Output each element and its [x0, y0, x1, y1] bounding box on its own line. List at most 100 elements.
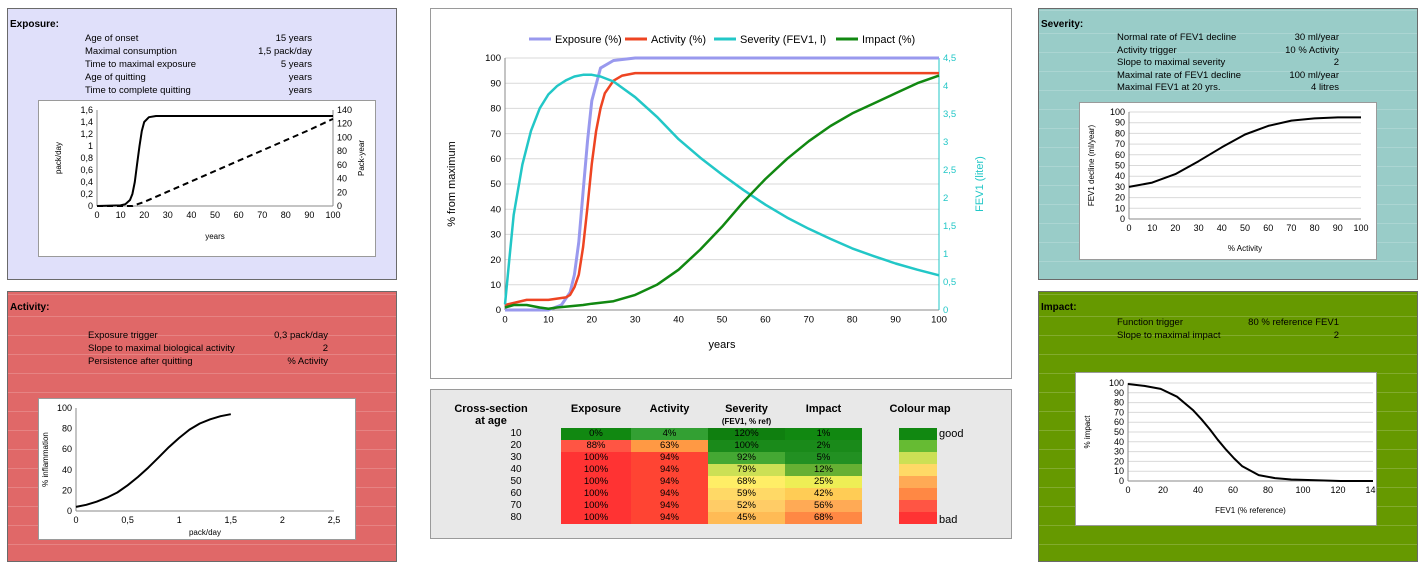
y-tick-label: 0,8	[80, 153, 93, 163]
y2-tick-label: 100	[337, 132, 352, 142]
param-label: Function trigger	[1117, 317, 1184, 328]
param-label: Age of onset	[85, 33, 139, 44]
legend-item: Activity (%)	[625, 34, 706, 46]
x-tick-label: 60	[1228, 485, 1238, 495]
x-tick-label: 30	[163, 210, 173, 220]
table-cell-exposure: 100%	[561, 512, 631, 524]
table-cell-activity: 4%	[631, 428, 708, 440]
x-tick-label: 2	[280, 515, 285, 525]
y-tick-label: 70	[490, 129, 501, 140]
table-cell-activity: 94%	[631, 500, 708, 512]
y-tick-label: 60	[1115, 150, 1125, 160]
activity-chart: 0 0,5 1 1,5 2 2,5 0 20 40 60 80 100 pack/day % inflam…	[38, 398, 356, 540]
main-chart-panel: 0 10 20 30 40 50 60 70 80 90 100 0 10 20 30 40 50 60 70 80 9…	[430, 8, 1012, 379]
y-tick-label: 0	[88, 201, 93, 211]
legend-item: Severity (FEV1, l)	[714, 34, 826, 46]
series-line-0	[1127, 383, 1373, 482]
severity-chart: 0 10 20 30 40 50 60 70 80 90 100 0 10 20 30 40 50 60 70 80 9…	[1079, 102, 1377, 260]
table-cell-exposure: 0%	[561, 428, 631, 440]
y-tick-label: 80	[490, 104, 501, 115]
table-row-age: 40	[510, 464, 522, 475]
table-title-line1: Cross-section	[454, 403, 528, 415]
x-tick-label: 120	[1330, 485, 1345, 495]
y-tick-label: 30	[1115, 182, 1125, 192]
x-tick-label: 70	[257, 210, 267, 220]
y2-tick-label: 1	[943, 249, 948, 260]
y2-tick-label: 0	[337, 201, 342, 211]
x-tick-label: 90	[304, 210, 314, 220]
x-axis-label: years	[205, 232, 225, 241]
y-tick-label: 80	[62, 424, 72, 434]
table-row-age: 80	[510, 512, 522, 523]
x-tick-label: 50	[210, 210, 220, 220]
y-tick-label: 80	[1115, 128, 1125, 138]
table-cell-severity: 79%	[708, 464, 785, 476]
table-cell-severity: 92%	[708, 452, 785, 464]
y-tick-label: 50	[490, 179, 501, 190]
param-value: 80 % reference FEV1	[1248, 317, 1339, 328]
x-axis-label: years	[709, 339, 736, 351]
x-tick-label: 2,5	[328, 515, 341, 525]
severity-title: Severity:	[1041, 19, 1084, 30]
y2-tick-label: 3	[943, 137, 948, 148]
y-tick-label: 0	[67, 506, 72, 516]
table-cell-activity: 94%	[631, 512, 708, 524]
legend-label: Severity (FEV1, l)	[740, 34, 826, 46]
y-tick-label: 100	[57, 403, 72, 413]
series-line-0	[505, 56, 939, 312]
x-tick-label: 90	[890, 315, 901, 326]
legend-item: Exposure (%)	[529, 34, 622, 46]
param-value: 100 ml/year	[1289, 69, 1339, 81]
x-tick-label: 10	[1147, 223, 1157, 233]
impact-chart: 0204060801001201400102030405060708090100…	[1075, 372, 1381, 526]
x-tick-label: 10	[543, 315, 554, 326]
table-cell-exposure: 88%	[561, 440, 631, 452]
colour-map-swatch	[899, 464, 937, 476]
x-tick-label: 100	[931, 315, 947, 326]
activity-panel: Activity: Exposure trigger 0,3 pack/day Sl…	[7, 291, 397, 562]
x-tick-label: 80	[1263, 485, 1273, 495]
legend-label: Impact (%)	[862, 34, 915, 46]
y-tick-label: 60	[62, 444, 72, 454]
y-tick-label: 90	[1114, 388, 1124, 398]
table-title-line2: at age	[475, 415, 507, 427]
y-tick-label: 1,4	[80, 117, 93, 127]
param-value: 15 years	[275, 33, 312, 44]
param-label: Time to complete quitting	[85, 85, 191, 96]
x-tick-label: 60	[760, 315, 771, 326]
param-label: Slope to maximal biological activity	[88, 343, 235, 354]
param-value: % Activity	[287, 356, 328, 367]
table-cell-impact: 1%	[785, 428, 862, 440]
x-tick-label: 100	[1353, 223, 1368, 233]
param-label: Normal rate of FEV1 decline	[1117, 32, 1237, 43]
x-tick-label: 60	[234, 210, 244, 220]
param-label: Maximal consumption	[85, 46, 177, 57]
y-axis-label: pack/day	[54, 142, 63, 174]
colour-map-swatch	[899, 452, 937, 464]
x-tick-label: 70	[804, 315, 815, 326]
y-tick-label: 50	[1115, 161, 1125, 171]
x-tick-label: 80	[847, 315, 858, 326]
y-tick-label: 0,4	[80, 177, 93, 187]
header-exposure: Exposure	[570, 403, 622, 415]
x-axis-label: FEV1 (% reference)	[1215, 506, 1286, 515]
y-tick-label: 0	[496, 305, 501, 316]
y-tick-label: 10	[1115, 203, 1125, 213]
y-tick-label: 40	[62, 465, 72, 475]
series-line-0	[96, 115, 333, 207]
table-cell-impact: 68%	[785, 512, 862, 524]
param-label: Time to maximal exposure	[85, 59, 197, 70]
x-tick-label: 50	[717, 315, 728, 326]
x-tick-label: 90	[1333, 223, 1343, 233]
x-tick-label: 50	[1240, 223, 1250, 233]
colour-map-swatch	[899, 476, 937, 488]
y2-axis-label: Pack-year	[357, 140, 366, 176]
x-tick-label: 30	[630, 315, 641, 326]
y-tick-label: 60	[1114, 417, 1124, 427]
table-row-age: 70	[510, 500, 522, 511]
param-label: Age of quitting	[85, 72, 146, 83]
table-cell-activity: 94%	[631, 476, 708, 488]
exposure-panel: Exposure: Age of onset 15 years Maximal co…	[7, 8, 397, 280]
y-tick-label: 20	[62, 485, 72, 495]
y-tick-label: 100	[485, 53, 501, 64]
